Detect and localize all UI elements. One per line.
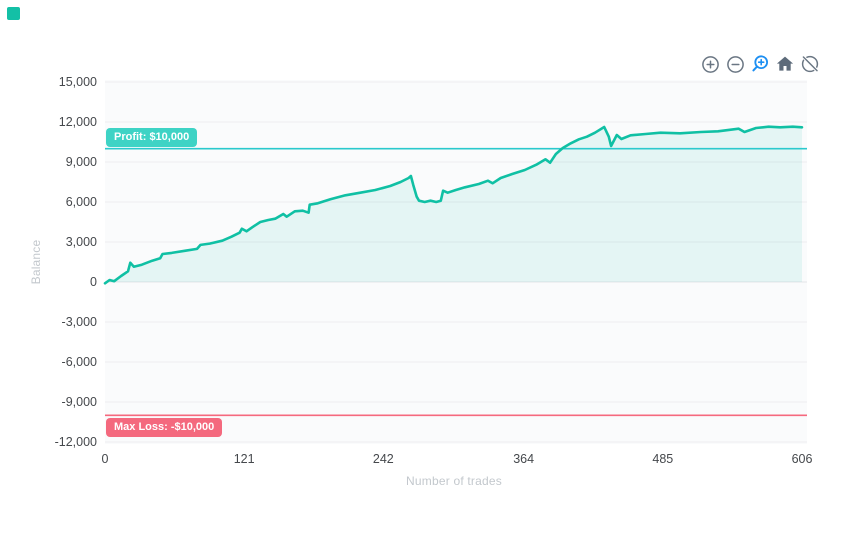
x-tick-label: 364 [513, 452, 535, 466]
y-tick-label: 3,000 [65, 235, 97, 249]
y-tick-label: 9,000 [65, 155, 97, 169]
box-zoom-icon[interactable] [750, 53, 771, 75]
y-tick-label: 12,000 [58, 115, 97, 129]
app-logo-mark [7, 7, 20, 20]
x-tick-label: 0 [101, 452, 109, 466]
y-tick-label: -9,000 [61, 395, 97, 409]
home-icon[interactable] [774, 53, 795, 75]
y-tick-label: 15,000 [58, 75, 97, 89]
profit-annotation-badge: Profit: $10,000 [106, 127, 198, 147]
x-tick-label: 485 [652, 452, 674, 466]
x-tick-label: 121 [233, 452, 255, 466]
y-tick-label: -3,000 [61, 315, 97, 329]
x-tick-label: 606 [791, 452, 813, 466]
x-axis-title: Number of trades [406, 474, 502, 488]
chart-toolbar [700, 52, 820, 76]
max-loss-annotation-badge: Max Loss: -$10,000 [106, 418, 223, 438]
zoom-in-icon[interactable] [700, 53, 721, 75]
y-tick-label: 6,000 [65, 195, 97, 209]
y-tick-label: -6,000 [61, 355, 97, 369]
y-axis-title: Balance [29, 239, 43, 285]
zoom-out-icon[interactable] [725, 53, 746, 75]
y-tick-label: -12,000 [54, 435, 97, 449]
eye-off-icon[interactable] [799, 53, 820, 75]
x-tick-label: 242 [372, 452, 394, 466]
y-tick-label: 0 [90, 275, 97, 289]
